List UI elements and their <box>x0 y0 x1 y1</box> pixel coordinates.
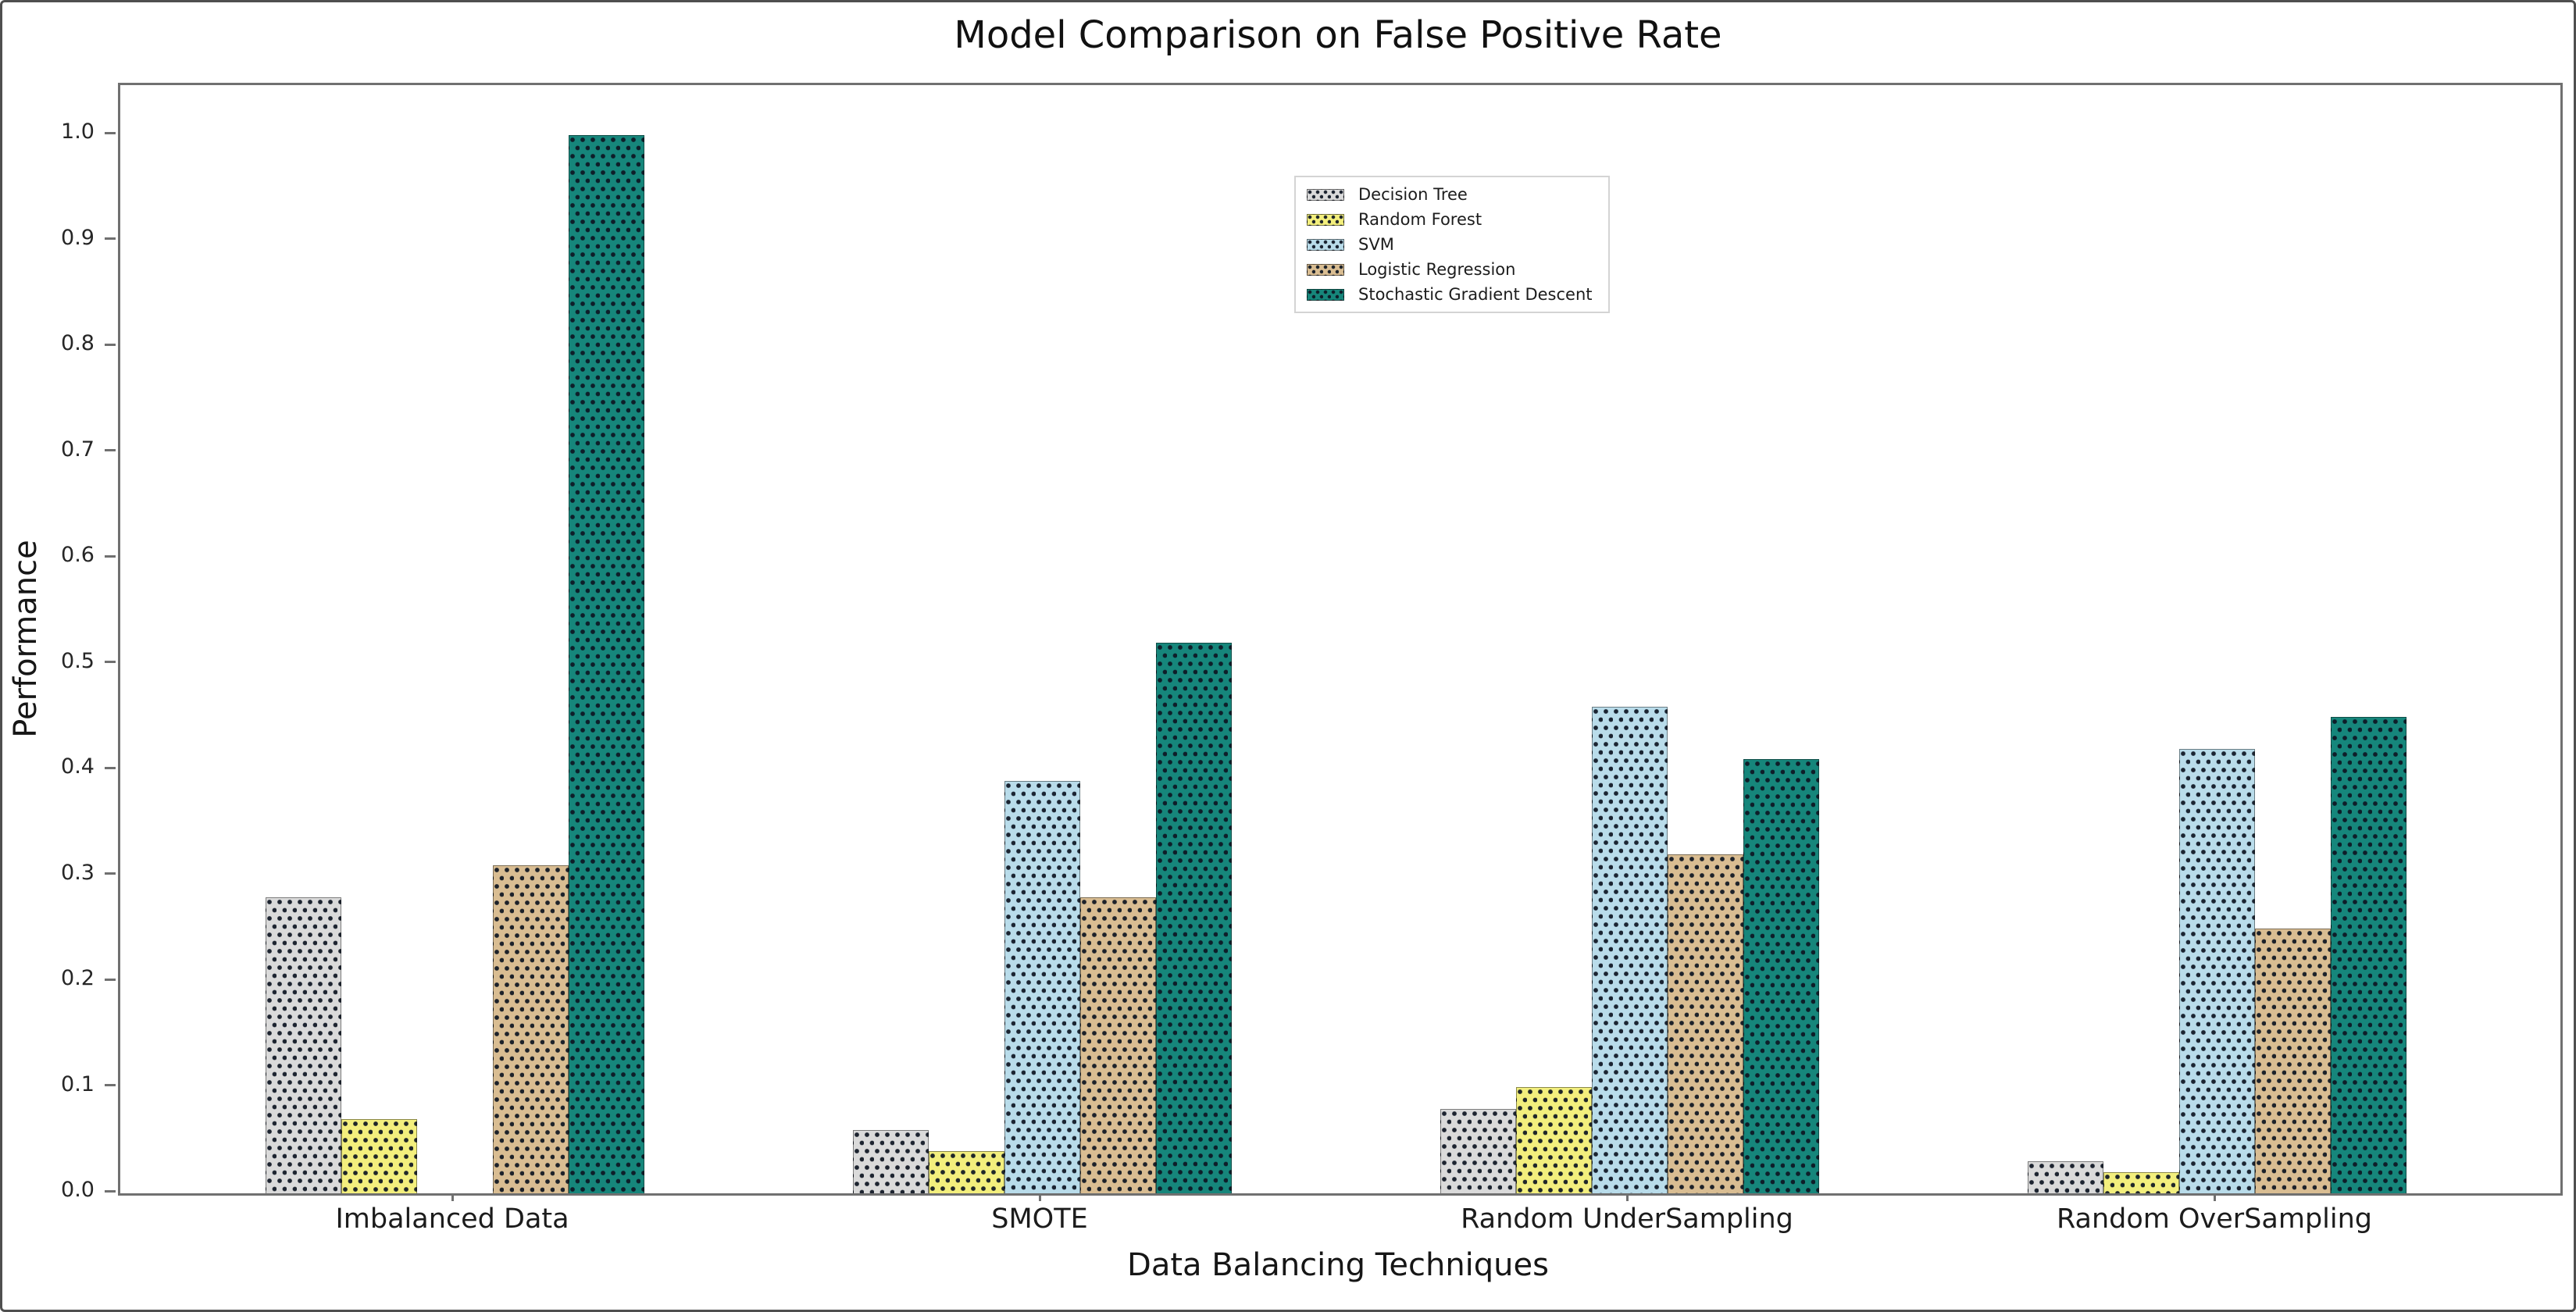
y-tick-label-0.3: 0.3 <box>61 860 95 885</box>
plot-area: Decision Tree Random Forest SVM Logistic Re… <box>118 83 2563 1196</box>
x-tick-mark-random-undersampling <box>1625 1193 1629 1201</box>
legend-label-decision-tree: Decision Tree <box>1358 185 1468 204</box>
bar-stochastic-gradient-descent-random-undersampling <box>1743 759 1819 1193</box>
x-axis-label: Data Balancing Techniques <box>1127 1247 1549 1283</box>
y-tick-mark-0.1 <box>105 1084 116 1086</box>
x-tick-label-imbalanced-data: Imbalanced Data <box>335 1203 569 1235</box>
y-tick-label-0.5: 0.5 <box>61 648 95 673</box>
y-tick-mark-0.6 <box>105 554 116 558</box>
y-tick-mark-0.3 <box>105 872 116 875</box>
legend-swatch-logistic-regression <box>1307 263 1344 276</box>
legend-swatch-decision-tree <box>1307 188 1344 201</box>
x-tick-mark-smote <box>1038 1193 1041 1201</box>
bar-logistic-regression-imbalanced-data <box>492 865 569 1193</box>
bar-decision-tree-smote <box>852 1130 929 1193</box>
bar-logistic-regression-smote <box>1079 897 1156 1193</box>
legend-label-logistic-regression: Logistic Regression <box>1358 260 1516 279</box>
legend-swatch-stochastic-gradient-descent <box>1307 288 1344 301</box>
y-tick-mark-0.7 <box>105 449 116 451</box>
bar-logistic-regression-random-undersampling <box>1667 854 1743 1193</box>
y-axis-label: Performance <box>8 540 44 738</box>
y-tick-mark-0.0 <box>105 1189 116 1193</box>
legend: Decision Tree Random Forest SVM Logistic Re… <box>1294 176 1610 313</box>
y-tick-mark-0.2 <box>105 978 116 981</box>
bar-svm-random-undersampling <box>1591 707 1668 1193</box>
legend-item-stochastic-gradient-descent: Stochastic Gradient Descent <box>1307 282 1599 307</box>
legend-item-decision-tree: Decision Tree <box>1307 182 1599 207</box>
x-tick-mark-imbalanced-data <box>451 1193 454 1201</box>
y-tick-label-0.1: 0.1 <box>61 1071 95 1096</box>
x-tick-label-random-undersampling: Random UnderSampling <box>1461 1203 1793 1235</box>
bar-stochastic-gradient-descent-imbalanced-data <box>568 135 644 1193</box>
bar-stochastic-gradient-descent-random-oversampling <box>2330 717 2407 1193</box>
bar-random-forest-random-oversampling <box>2103 1172 2179 1193</box>
y-tick-label-0.6: 0.6 <box>61 543 95 567</box>
y-tick-label-0.7: 0.7 <box>61 437 95 462</box>
x-tick-label-smote: SMOTE <box>991 1203 1088 1235</box>
bar-stochastic-gradient-descent-smote <box>1155 643 1232 1193</box>
bar-logistic-regression-random-oversampling <box>2254 929 2331 1193</box>
y-tick-label-0.0: 0.0 <box>61 1178 95 1202</box>
y-tick-label-0.8: 0.8 <box>61 331 95 355</box>
bar-decision-tree-imbalanced-data <box>265 897 341 1193</box>
y-tick-label-0.2: 0.2 <box>61 966 95 990</box>
y-tick-mark-0.5 <box>105 661 116 663</box>
y-tick-mark-0.8 <box>105 343 116 346</box>
chart-title: Model Comparison on False Positive Rate <box>954 13 1722 57</box>
legend-item-random-forest: Random Forest <box>1307 207 1599 232</box>
bar-decision-tree-random-undersampling <box>1440 1109 1516 1193</box>
bar-svm-smote <box>1004 781 1080 1193</box>
y-tick-mark-1.0 <box>105 131 116 134</box>
y-tick-mark-0.9 <box>105 237 116 240</box>
legend-label-stochastic-gradient-descent: Stochastic Gradient Descent <box>1358 285 1593 304</box>
legend-swatch-random-forest <box>1307 213 1344 226</box>
legend-swatch-svm <box>1307 238 1344 251</box>
legend-label-svm: SVM <box>1358 235 1394 254</box>
y-tick-mark-0.4 <box>105 766 116 769</box>
bar-svm-random-oversampling <box>2178 749 2255 1193</box>
y-tick-label-0.4: 0.4 <box>61 754 95 779</box>
legend-label-random-forest: Random Forest <box>1358 210 1482 229</box>
bar-random-forest-imbalanced-data <box>341 1119 417 1193</box>
bar-random-forest-random-undersampling <box>1515 1087 1592 1193</box>
legend-item-svm: SVM <box>1307 232 1599 257</box>
y-tick-label-0.9: 0.9 <box>61 225 95 250</box>
x-tick-mark-random-oversampling <box>2213 1193 2216 1201</box>
bar-random-forest-smote <box>928 1151 1004 1193</box>
legend-item-logistic-regression: Logistic Regression <box>1307 257 1599 282</box>
y-tick-label-1.0: 1.0 <box>61 119 95 144</box>
x-tick-label-random-oversampling: Random OverSampling <box>2056 1203 2373 1235</box>
bar-decision-tree-random-oversampling <box>2027 1161 2103 1193</box>
